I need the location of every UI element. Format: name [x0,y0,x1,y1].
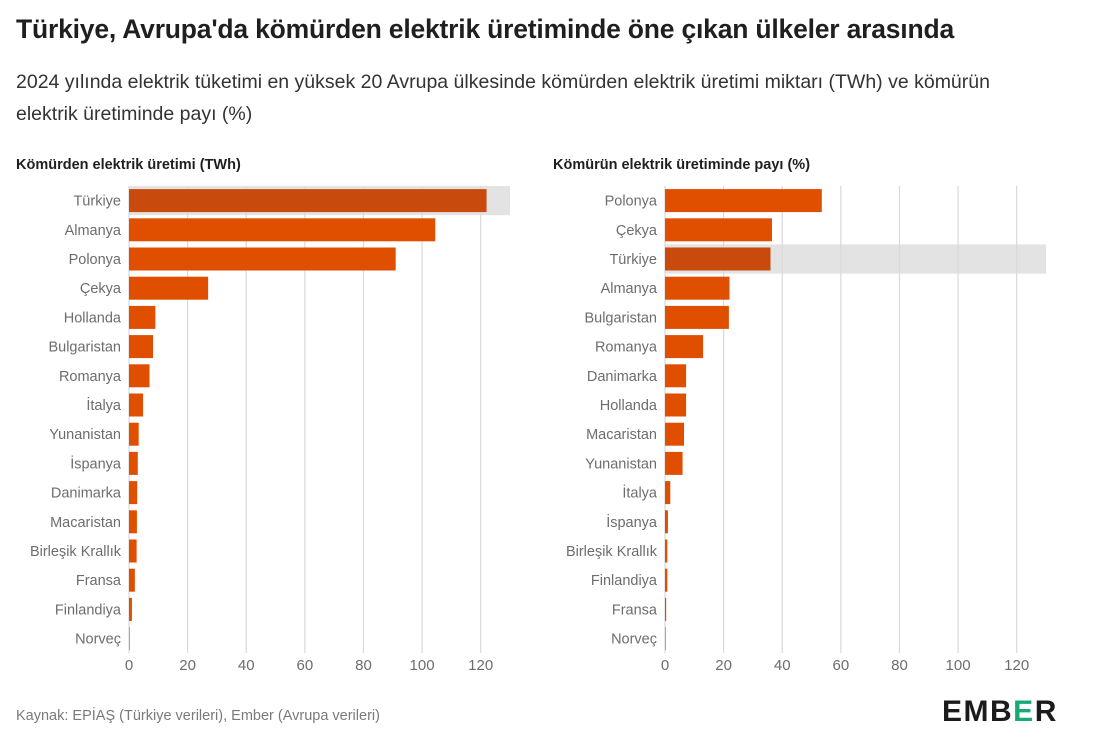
left-bar [129,568,135,592]
right-tick-label: 40 [774,657,791,674]
left-category-label: Türkiye [73,194,121,210]
left-tick-label: 80 [355,657,372,674]
left-chart-title: Kömürden elektrik üretimi (TWh) [16,157,241,173]
left-bar [129,335,154,359]
left-category-label: İtalya [86,396,122,414]
left-category-label: Fransa [76,573,122,589]
right-category-label: İspanya [606,513,658,531]
left-bar [129,276,209,300]
right-bar [665,510,668,534]
right-category-label: Yunanistan [585,456,657,472]
left-tick-label: 0 [125,657,133,674]
left-bar [129,597,132,621]
right-bar [665,627,666,651]
right-bar [665,568,668,592]
left-category-label: İspanya [70,454,122,472]
ember-logo: EMBER [942,695,1058,729]
right-category-label: Almanya [601,281,658,297]
right-bar [665,422,685,446]
source-note: Kaynak: EPİAŞ (Türkiye verileri), Ember … [16,708,380,724]
right-tick-label: 20 [715,657,732,674]
left-category-label: Norveç [75,632,121,648]
left-tick-label: 60 [297,657,314,674]
left-category-label: Çekya [80,281,122,297]
right-bar [665,364,687,388]
right-category-label: Romanya [595,340,658,356]
left-bar [129,218,436,242]
right-bar [665,276,730,300]
right-category-label: Çekya [616,223,658,239]
logo-text-start: EMB [942,695,1014,728]
left-category-label: Romanya [59,369,122,385]
right-category-label: Danimarka [587,369,658,385]
right-bar [665,335,704,359]
right-bar [665,597,667,621]
left-bar [129,510,137,534]
right-category-label: Norveç [611,632,657,648]
left-bar [129,247,396,271]
right-tick-label: 100 [946,657,971,674]
right-category-label: Hollanda [600,398,658,414]
left-tick-label: 40 [238,657,255,674]
left-bar [129,305,156,329]
left-category-label: Polonya [69,252,122,268]
right-chart-title: Kömürün elektrik üretiminde payı (%) [553,157,810,173]
right-category-label: Birleşik Krallık [566,544,658,560]
right-category-label: Bulgaristan [584,310,657,326]
logo-text-accent: E [1013,695,1035,728]
right-tick-label: 80 [891,657,908,674]
left-bar [129,364,150,388]
left-tick-label: 120 [468,657,493,674]
left-category-label: Finlandiya [55,602,122,618]
right-bar [665,218,772,242]
right-bar [665,189,822,213]
left-category-label: Hollanda [64,310,122,326]
right-category-label: İtalya [622,484,658,502]
right-tick-label: 120 [1004,657,1029,674]
page-subtitle: 2024 yılında elektrik tüketimi en yüksek… [16,71,990,125]
right-bar [665,305,729,329]
right-bar [665,451,683,475]
left-category-label: Bulgaristan [48,340,121,356]
right-category-label: Fransa [612,602,658,618]
left-category-label: Yunanistan [49,427,121,443]
left-bar [129,539,137,563]
left-category-label: Macaristan [50,515,121,531]
right-category-label: Finlandiya [591,573,658,589]
right-bar [665,393,687,417]
left-bar [129,393,144,417]
right-tick-label: 0 [661,657,669,674]
left-bar [129,627,130,651]
left-category-label: Birleşik Krallık [30,544,122,560]
right-tick-label: 60 [833,657,850,674]
right-bar [665,247,771,271]
left-tick-label: 100 [410,657,435,674]
logo-text-end: R [1034,695,1058,728]
page-title: Türkiye, Avrupa'da kömürden elektrik üre… [16,14,954,44]
left-bar [129,422,139,446]
right-bar [665,539,668,563]
left-category-label: Danimarka [51,486,122,502]
right-category-label: Türkiye [609,252,657,268]
left-bar [129,481,138,505]
right-bar [665,481,671,505]
right-category-label: Polonya [605,194,658,210]
left-tick-label: 20 [179,657,196,674]
left-bar [129,451,138,475]
left-bar [129,189,487,213]
left-category-label: Almanya [65,223,122,239]
right-category-label: Macaristan [586,427,657,443]
